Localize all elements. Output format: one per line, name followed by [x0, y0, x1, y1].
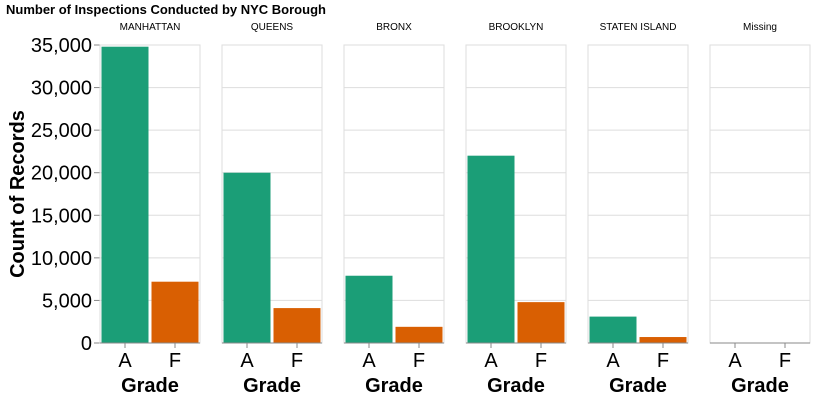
x-tick-label: A [362, 350, 376, 372]
x-tick-label: F [413, 350, 425, 372]
y-axis: 0 5,000 10,000 15,000 20,000 25,000 30,000 35,0… [31, 35, 101, 355]
bar-a [101, 46, 149, 344]
x-axis-title: Grade [365, 375, 423, 397]
bar-f [639, 337, 687, 343]
x-tick-label: A [728, 350, 742, 372]
facet-frame [587, 44, 689, 344]
y-tick-label: 30,000 [31, 78, 92, 100]
facet-frame [709, 44, 811, 344]
facet-staten-island: STATEN ISLAND A F Grade [587, 22, 689, 397]
bar-f [151, 281, 199, 343]
facet-bronx: BRONX A F Grade [343, 22, 445, 397]
bar-f [517, 302, 565, 343]
facet-label: BRONX [376, 22, 412, 33]
y-tick-label: 15,000 [31, 205, 92, 227]
y-tick-label: 10,000 [31, 248, 92, 270]
y-tick-label: 0 [81, 333, 92, 355]
x-tick-label: A [606, 350, 620, 372]
bar-a [589, 316, 637, 343]
bar-f [273, 308, 321, 343]
facet-label: MANHATTAN [120, 22, 181, 33]
x-axis-title: Grade [121, 375, 179, 397]
facet-label: BROOKLYN [489, 22, 544, 33]
bar-a [345, 275, 393, 343]
chart-title: Number of Inspections Conducted by NYC B… [6, 2, 326, 17]
x-axis-title: Grade [487, 375, 545, 397]
y-tick-label: 5,000 [42, 290, 92, 312]
facet-label: QUEENS [251, 22, 294, 33]
bar-f [395, 326, 443, 343]
x-axis-title: Grade [243, 375, 301, 397]
bar-a [467, 155, 515, 343]
x-tick-label: F [169, 350, 181, 372]
facet-label: Missing [743, 22, 777, 33]
x-axis-title: Grade [731, 375, 789, 397]
x-tick-label: F [291, 350, 303, 372]
y-tick-label: 35,000 [31, 35, 92, 57]
x-tick-label: F [535, 350, 547, 372]
facet-label: STATEN ISLAND [600, 22, 677, 33]
facet-manhattan: MANHATTAN A F Grade [99, 22, 201, 397]
bar-a [223, 172, 271, 343]
y-tick-label: 20,000 [31, 163, 92, 185]
facets: MANHATTAN A F Grade QUEENS A F Grade BRONX A F Grad… [99, 22, 811, 397]
x-axis-title: Grade [609, 375, 667, 397]
x-tick-label: A [118, 350, 132, 372]
y-tick-label: 25,000 [31, 120, 92, 142]
facet-brooklyn: BROOKLYN A F Grade [465, 22, 567, 397]
x-tick-label: A [240, 350, 254, 372]
facet-missing: Missing A F Grade [709, 22, 811, 397]
x-tick-label: A [484, 350, 498, 372]
x-tick-label: F [657, 350, 669, 372]
y-axis-title: Count of Records [7, 110, 29, 278]
facet-queens: QUEENS A F Grade [221, 22, 323, 397]
x-tick-label: F [779, 350, 791, 372]
